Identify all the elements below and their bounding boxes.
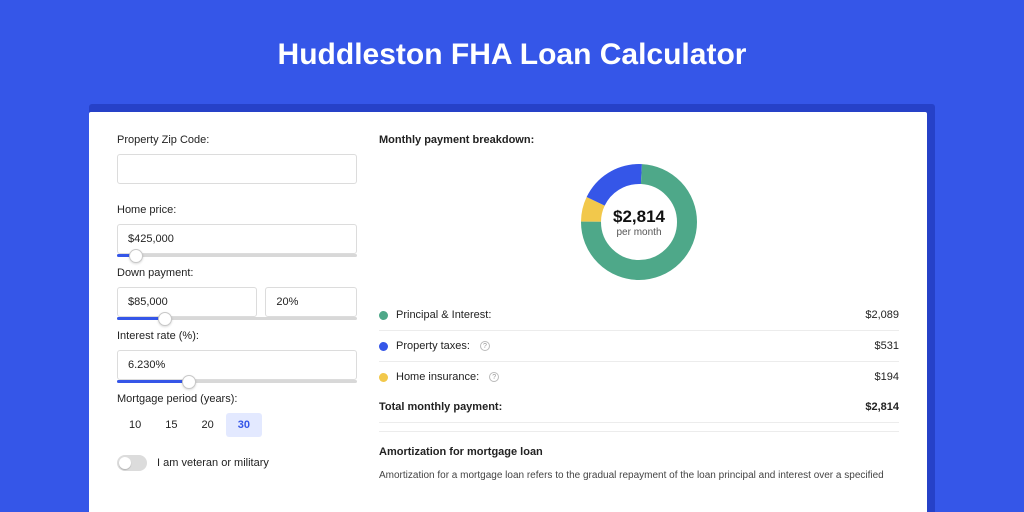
home-price-label: Home price: — [117, 204, 357, 216]
breakdown-row-tax: Property taxes: ? $531 — [379, 331, 899, 362]
breakdown-column: Monthly payment breakdown: $2,814 per mo… — [379, 134, 899, 512]
form-column: Property Zip Code: Home price: Down paym… — [117, 134, 357, 512]
slider-thumb[interactable] — [158, 312, 172, 326]
interest-rate-slider[interactable] — [117, 380, 357, 383]
interest-rate-field: Interest rate (%): — [117, 330, 357, 383]
breakdown-row-ins: Home insurance: ? $194 — [379, 362, 899, 392]
zip-label: Property Zip Code: — [117, 134, 357, 146]
interest-rate-input[interactable] — [117, 350, 357, 380]
breakdown-value: $194 — [875, 371, 899, 383]
slider-thumb[interactable] — [182, 375, 196, 389]
legend-dot-tax — [379, 342, 388, 351]
down-payment-amount-input[interactable] — [117, 287, 257, 317]
zip-input[interactable] — [117, 154, 357, 184]
amortization-block: Amortization for mortgage loan Amortizat… — [379, 431, 899, 483]
period-option-10[interactable]: 10 — [117, 413, 153, 437]
mortgage-period-field: Mortgage period (years): 10152030 — [117, 393, 357, 437]
breakdown-value: $531 — [875, 340, 899, 352]
zip-field: Property Zip Code: — [117, 134, 357, 184]
down-payment-label: Down payment: — [117, 267, 357, 279]
amortization-text: Amortization for a mortgage loan refers … — [379, 468, 899, 483]
donut-chart-wrap: $2,814 per month — [379, 156, 899, 300]
total-row: Total monthly payment: $2,814 — [379, 392, 899, 423]
donut-center: $2,814 per month — [579, 162, 699, 282]
breakdown-heading: Monthly payment breakdown: — [379, 134, 899, 146]
donut-amount: $2,814 — [613, 207, 665, 227]
total-label: Total monthly payment: — [379, 401, 502, 413]
veteran-toggle-row: I am veteran or military — [117, 455, 357, 471]
breakdown-label: Principal & Interest: — [396, 309, 491, 321]
breakdown-label: Home insurance: — [396, 371, 479, 383]
calculator-card: Property Zip Code: Home price: Down paym… — [89, 112, 927, 512]
info-icon[interactable]: ? — [489, 372, 499, 382]
interest-rate-label: Interest rate (%): — [117, 330, 357, 342]
period-option-15[interactable]: 15 — [153, 413, 189, 437]
home-price-slider[interactable] — [117, 254, 357, 257]
total-value: $2,814 — [865, 401, 899, 413]
amortization-heading: Amortization for mortgage loan — [379, 446, 899, 458]
veteran-toggle[interactable] — [117, 455, 147, 471]
down-payment-percent-input[interactable] — [265, 287, 357, 317]
slider-thumb[interactable] — [129, 249, 143, 263]
down-payment-slider[interactable] — [117, 317, 357, 320]
donut-chart: $2,814 per month — [579, 162, 699, 282]
down-payment-field: Down payment: — [117, 267, 357, 320]
legend-dot-pi — [379, 311, 388, 320]
info-icon[interactable]: ? — [480, 341, 490, 351]
toggle-knob — [119, 457, 131, 469]
page-title: Huddleston FHA Loan Calculator — [0, 0, 1024, 104]
period-option-20[interactable]: 20 — [190, 413, 226, 437]
home-price-field: Home price: — [117, 204, 357, 257]
donut-sub: per month — [616, 227, 661, 238]
breakdown-value: $2,089 — [865, 309, 899, 321]
mortgage-period-label: Mortgage period (years): — [117, 393, 357, 405]
card-shadow: Property Zip Code: Home price: Down paym… — [89, 104, 935, 512]
veteran-label: I am veteran or military — [157, 457, 269, 469]
legend-dot-ins — [379, 373, 388, 382]
period-option-30[interactable]: 30 — [226, 413, 262, 437]
breakdown-label: Property taxes: — [396, 340, 470, 352]
breakdown-row-pi: Principal & Interest: $2,089 — [379, 300, 899, 331]
home-price-input[interactable] — [117, 224, 357, 254]
